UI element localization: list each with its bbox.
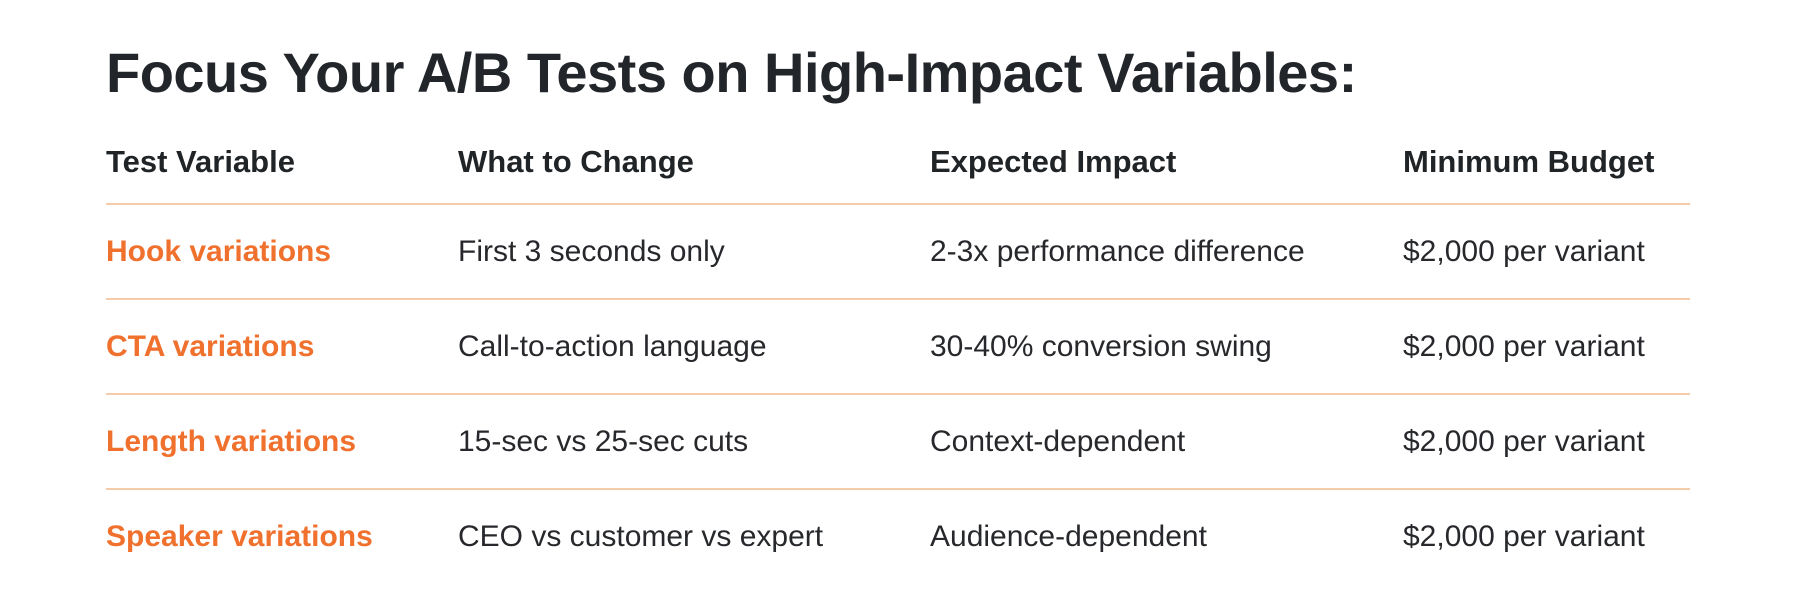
- cell-minimum-budget: $2,000 per variant: [1403, 234, 1645, 268]
- table-body: Hook variations First 3 seconds only 2-3…: [106, 203, 1690, 583]
- column-header-minimum-budget: Minimum Budget: [1403, 143, 1655, 179]
- cell-expected-impact: 30-40% conversion swing: [930, 329, 1272, 363]
- cell-expected-impact: Audience-dependent: [930, 519, 1207, 553]
- column-header-test-variable: Test Variable: [106, 143, 295, 179]
- cell-expected-impact: Context-dependent: [930, 424, 1186, 458]
- cell-test-variable: Length variations: [106, 424, 357, 458]
- cell-what-to-change: CEO vs customer vs expert: [458, 519, 824, 553]
- cell-test-variable: Hook variations: [106, 234, 332, 268]
- table-header-row: Test Variable What to Change Expected Im…: [106, 120, 1690, 203]
- ab-test-table: Test Variable What to Change Expected Im…: [106, 120, 1690, 583]
- cell-minimum-budget: $2,000 per variant: [1403, 424, 1645, 458]
- column-header-expected-impact: Expected Impact: [930, 143, 1177, 179]
- cell-test-variable: Speaker variations: [106, 519, 373, 553]
- table-row: Hook variations First 3 seconds only 2-3…: [106, 203, 1690, 298]
- cell-what-to-change: Call-to-action language: [458, 329, 767, 363]
- column-header-what-to-change: What to Change: [458, 143, 694, 179]
- cell-what-to-change: 15-sec vs 25-sec cuts: [458, 424, 749, 458]
- table-row: Length variations 15-sec vs 25-sec cuts …: [106, 393, 1690, 488]
- cell-minimum-budget: $2,000 per variant: [1403, 329, 1645, 363]
- page-title: Focus Your A/B Tests on High-Impact Vari…: [106, 41, 1357, 104]
- cell-what-to-change: First 3 seconds only: [458, 234, 725, 268]
- cell-expected-impact: 2-3x performance difference: [930, 234, 1305, 268]
- cell-minimum-budget: $2,000 per variant: [1403, 519, 1645, 553]
- table-row: Speaker variations CEO vs customer vs ex…: [106, 488, 1690, 583]
- table-row: CTA variations Call-to-action language 3…: [106, 298, 1690, 393]
- cell-test-variable: CTA variations: [106, 329, 315, 363]
